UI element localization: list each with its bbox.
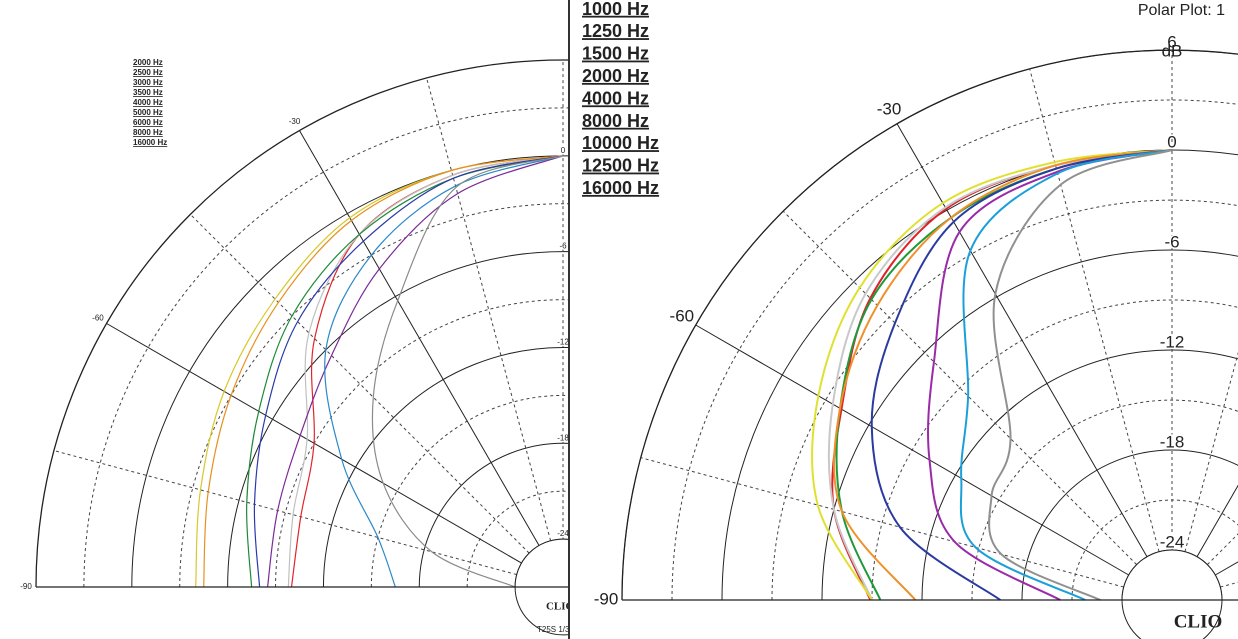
brand-label: CLIO <box>546 601 568 613</box>
legend-entry: 3000 Hz <box>133 78 163 87</box>
ring-minor <box>275 299 568 588</box>
legend-entry: 1250 Hz <box>582 21 649 41</box>
ring-minor <box>466 490 568 588</box>
series-line <box>831 149 1173 601</box>
legend-entry: 3500 Hz <box>133 88 163 97</box>
legend-entry: 2000 Hz <box>582 66 649 86</box>
r-tick-label: 6 <box>1167 32 1176 51</box>
radial-minor <box>1184 351 1238 552</box>
ring-grid <box>1021 449 1238 601</box>
divider <box>568 0 570 639</box>
legend-entry: 12500 Hz <box>582 156 659 176</box>
chart-title: Polar Plot: 1 <box>1138 2 1225 19</box>
ring-grid <box>322 347 568 588</box>
radial-minor <box>640 457 1124 588</box>
ring-grid <box>621 49 1238 601</box>
series-line <box>203 155 564 588</box>
legend-entry: 2500 Hz <box>133 68 163 77</box>
legend-entry: 10000 Hz <box>582 133 659 153</box>
ring-minor <box>771 199 1238 601</box>
outer-ring <box>621 49 1238 601</box>
legend-entry: 16000 Hz <box>133 138 167 147</box>
legend-entry: 4000 Hz <box>582 88 649 108</box>
ring-minor <box>179 203 568 588</box>
r-tick-label: -6 <box>559 242 567 251</box>
r-tick-label: -6 <box>1164 232 1179 251</box>
series-line <box>195 155 564 588</box>
radial-minor <box>1029 68 1160 552</box>
series-line <box>988 149 1173 601</box>
theta-tick-label: -30 <box>289 117 301 126</box>
r-unit: dB <box>1162 41 1183 60</box>
theta-tick-label: -60 <box>92 314 104 323</box>
r-tick-label: -12 <box>557 338 568 347</box>
series-line <box>371 155 564 588</box>
radial-grid <box>299 130 540 546</box>
legend-entry: 6000 Hz <box>133 118 163 127</box>
radial-minor <box>426 77 552 541</box>
radial-minor <box>1220 581 1238 588</box>
theta-tick-label: -90 <box>594 589 619 608</box>
series-line <box>324 155 564 588</box>
theta-tick-label: -30 <box>877 99 902 118</box>
series-line <box>959 149 1173 601</box>
radial-minor <box>53 450 517 576</box>
theta-tick-label: -60 <box>670 306 695 325</box>
radial-minor <box>782 210 1137 565</box>
series-line <box>833 149 1173 601</box>
r-tick-label: 0 <box>1167 132 1176 151</box>
legend-entry: 16000 Hz <box>582 178 659 198</box>
series-line <box>811 149 1173 601</box>
r-tick-label: 0 <box>561 146 566 155</box>
r-tick-label: -24 <box>1160 532 1185 551</box>
ring-minor <box>671 99 1238 601</box>
legend-entry: 4000 Hz <box>133 98 163 107</box>
series-line <box>253 155 564 588</box>
ring-minor <box>370 394 568 588</box>
radial-grid <box>896 123 1148 557</box>
ring-grid <box>227 251 568 588</box>
series-line <box>927 149 1173 601</box>
footnote: T25S 1/3 Octa <box>537 625 568 634</box>
ring-grid <box>418 442 568 588</box>
r-tick-label: -18 <box>1160 432 1185 451</box>
radial-grid <box>1196 484 1238 557</box>
r-tick-label: -24 <box>557 529 568 538</box>
legend-entry: 8000 Hz <box>133 128 163 137</box>
legend-entry: 8000 Hz <box>582 111 649 131</box>
r-tick-label: -12 <box>1160 332 1185 351</box>
theta-tick-label: -90 <box>20 582 32 591</box>
legend-entry: 1500 Hz <box>582 44 649 64</box>
outer-ring <box>35 59 568 588</box>
r-tick-label: -18 <box>557 433 568 442</box>
series-line <box>287 155 564 588</box>
series-line <box>266 155 564 588</box>
legend-entry: 1000 Hz <box>582 0 649 19</box>
radial-minor <box>190 214 530 554</box>
brand-label: CLIO <box>1174 611 1223 632</box>
ring-grid <box>821 249 1238 601</box>
series-line <box>835 149 1173 601</box>
legend-entry: 5000 Hz <box>133 108 163 117</box>
radial-grid <box>695 324 1129 576</box>
series-line <box>870 149 1173 601</box>
legend-entry: 2000 Hz <box>133 58 163 67</box>
